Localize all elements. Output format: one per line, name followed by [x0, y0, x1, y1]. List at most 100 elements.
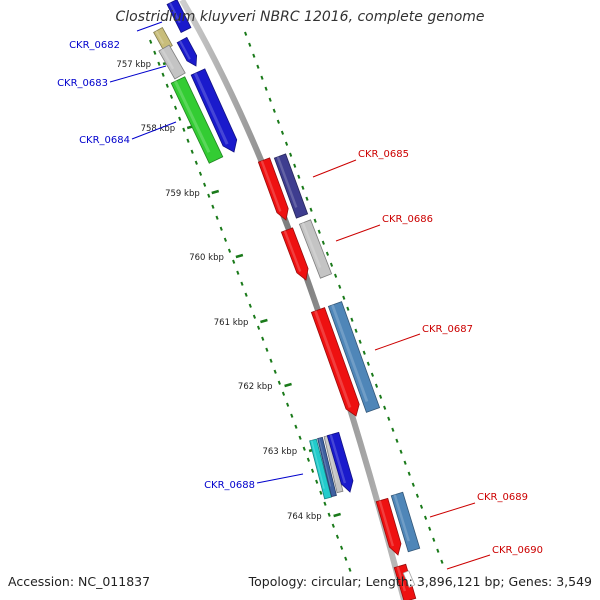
gene-feature-blue-shine	[329, 434, 347, 484]
guide-dot	[260, 75, 264, 80]
guide-dot	[325, 251, 330, 256]
guide-dot	[350, 317, 354, 322]
kbp-tick-label: 760 kbp	[189, 253, 224, 263]
guide-dot	[153, 50, 157, 55]
guide-dot	[366, 361, 370, 366]
guide-dot	[169, 94, 174, 99]
guide-dot	[194, 160, 198, 165]
guide-dot	[419, 504, 424, 509]
gene-leader-line	[446, 554, 491, 570]
gene-label-ckr_0684[interactable]: CKR_0684	[79, 135, 130, 146]
guide-dot	[273, 369, 277, 374]
gene-feature-navy-shine	[318, 438, 332, 487]
guide-dot	[313, 218, 317, 223]
gene-feature-red-shine	[283, 230, 302, 272]
gene-feature-white-shine	[404, 572, 410, 583]
gene-feature-grey-shine	[301, 222, 322, 268]
guide-dot	[391, 427, 395, 432]
guide-dot	[346, 306, 350, 311]
kbp-tick-label: 762 kbp	[238, 382, 273, 392]
kbp-tick-label: 757 kbp	[116, 60, 151, 70]
gene-leader-line	[429, 502, 476, 518]
guide-dot	[178, 116, 182, 121]
guide-dot	[261, 336, 265, 341]
gene-label-ckr_0685[interactable]: CKR_0685	[358, 149, 409, 160]
genome-title: Clostridium kluyveri NBRC 12016, complet…	[115, 9, 485, 25]
guide-dot	[290, 413, 294, 418]
guide-dot	[268, 97, 272, 102]
accession-text: Accession: NC_011837	[8, 574, 151, 589]
guide-dot	[223, 237, 227, 242]
gene-label-ckr_0689[interactable]: CKR_0689	[477, 492, 528, 503]
guide-dot	[298, 435, 302, 440]
guide-dot	[327, 512, 331, 517]
guide-dot	[321, 240, 325, 245]
guide-dot	[186, 138, 190, 143]
guide-dot	[280, 130, 285, 135]
gene-label-ckr_0686[interactable]: CKR_0686	[382, 214, 433, 225]
gene-feature-blue-shine	[179, 40, 191, 60]
gene-feature-red-shine	[260, 160, 282, 212]
guide-dot	[407, 471, 411, 476]
guide-dot	[219, 226, 223, 231]
guide-dot	[211, 204, 215, 209]
guide-dot	[415, 493, 419, 498]
guide-dot	[383, 405, 387, 410]
guide-dot	[399, 449, 403, 454]
guide-dot	[331, 523, 335, 528]
guide-dot	[310, 468, 315, 473]
kbp-tick-mark	[284, 382, 292, 388]
gene-feature-red-shine	[378, 500, 395, 547]
guide-dot	[281, 391, 286, 396]
gene-label-ckr_0682[interactable]: CKR_0682	[69, 40, 120, 51]
gene-feature-steelblue-shine	[393, 494, 410, 542]
guide-dot	[301, 185, 305, 190]
guide-dot	[265, 347, 269, 352]
gene-feature-red-shine	[314, 310, 352, 409]
guide-dot	[207, 193, 211, 198]
guide-dot	[165, 83, 169, 88]
guide-dot	[340, 545, 344, 550]
guide-dot	[293, 163, 297, 168]
guide-dot	[403, 460, 407, 465]
guide-dot	[309, 207, 313, 212]
guide-dot	[305, 196, 309, 201]
guide-dot	[428, 526, 432, 531]
gene-label-ckr_0687[interactable]: CKR_0687	[422, 324, 473, 335]
gene-feature-grey-shine	[160, 48, 175, 70]
gene-label-ckr_0688[interactable]: CKR_0688	[204, 480, 255, 491]
guide-dot	[297, 174, 301, 179]
gene-leader-line	[312, 159, 357, 178]
kbp-tick-label: 759 kbp	[165, 189, 200, 199]
gene-leader-line	[136, 21, 163, 32]
guide-dot	[256, 64, 260, 69]
guide-dot	[284, 141, 289, 146]
guide-dot	[277, 380, 281, 385]
guide-dot	[335, 534, 340, 539]
gene-feature-grey-shine	[325, 436, 338, 483]
guide-dot	[252, 314, 257, 319]
backbone	[179, 0, 407, 600]
gene-label-ckr_0690[interactable]: CKR_0690	[492, 545, 543, 556]
gene-feature-purple-shine	[276, 156, 298, 208]
guide-dot	[232, 259, 236, 264]
kbp-tick-mark	[260, 318, 268, 324]
guide-dot	[342, 295, 346, 300]
guide-dot	[411, 482, 415, 487]
guide-dot	[248, 42, 252, 47]
guide-dot	[436, 548, 440, 553]
guide-dot	[240, 281, 244, 286]
gene-leader-line	[256, 473, 304, 484]
guide-dot	[329, 262, 334, 267]
guide-dot	[256, 325, 261, 330]
gene-feature-cyan-shine	[310, 440, 325, 489]
gene-label-ckr_0683[interactable]: CKR_0683	[57, 78, 108, 89]
kbp-tick-label: 764 kbp	[287, 512, 322, 522]
gene-feature-blue-shine	[169, 2, 181, 24]
topology-summary: Topology: circular; Length: 3,896,121 bp…	[248, 574, 592, 589]
guide-dot	[244, 31, 248, 36]
gene-leader-line	[131, 121, 177, 140]
gene-features	[153, 0, 421, 600]
